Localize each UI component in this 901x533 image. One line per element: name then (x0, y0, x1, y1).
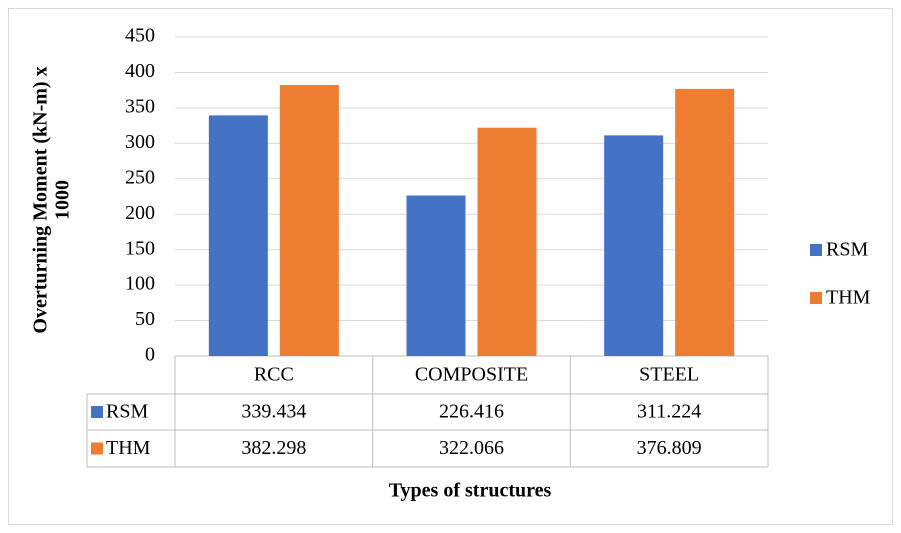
y-axis-label: Overturning Moment (kN-m) x (30, 66, 52, 333)
y-tick-label: 150 (125, 237, 155, 259)
bar (279, 84, 339, 356)
bar (604, 135, 664, 356)
y-tick-label: 100 (125, 273, 155, 295)
y-axis-label: 1000 (52, 180, 74, 220)
legend-label: RSM (826, 239, 868, 261)
y-tick-label: 300 (125, 131, 155, 153)
bar (208, 115, 268, 357)
y-tick-label: 50 (135, 308, 155, 330)
bar (406, 195, 466, 356)
bar (477, 127, 537, 356)
y-tick-label: 350 (125, 95, 155, 117)
y-tick-label: 0 (145, 344, 155, 366)
x-tick-label: COMPOSITE (415, 364, 528, 386)
table-row-label: RSM (106, 401, 148, 423)
table-cell: 382.298 (241, 437, 306, 459)
y-tick-label: 200 (125, 202, 155, 224)
table-row-label: THM (106, 437, 151, 459)
table-legend-key (91, 442, 103, 455)
table-cell: 339.434 (241, 401, 306, 423)
legend-label: THM (826, 287, 871, 309)
y-tick-label: 450 (125, 25, 155, 47)
legend-key (810, 292, 822, 304)
table-cell: 311.224 (637, 401, 701, 423)
x-tick-label: STEEL (639, 364, 699, 386)
bar (675, 88, 735, 357)
y-tick-label: 400 (125, 60, 155, 82)
table-legend-key (91, 406, 103, 418)
table-cell: 376.809 (637, 437, 702, 459)
table-cell: 226.416 (439, 401, 504, 423)
y-tick-label: 250 (125, 166, 155, 188)
table-cell: 322.066 (439, 437, 504, 459)
x-tick-label: RCC (254, 364, 294, 386)
legend-key (810, 244, 822, 256)
x-axis-label: Types of structures (389, 480, 552, 502)
